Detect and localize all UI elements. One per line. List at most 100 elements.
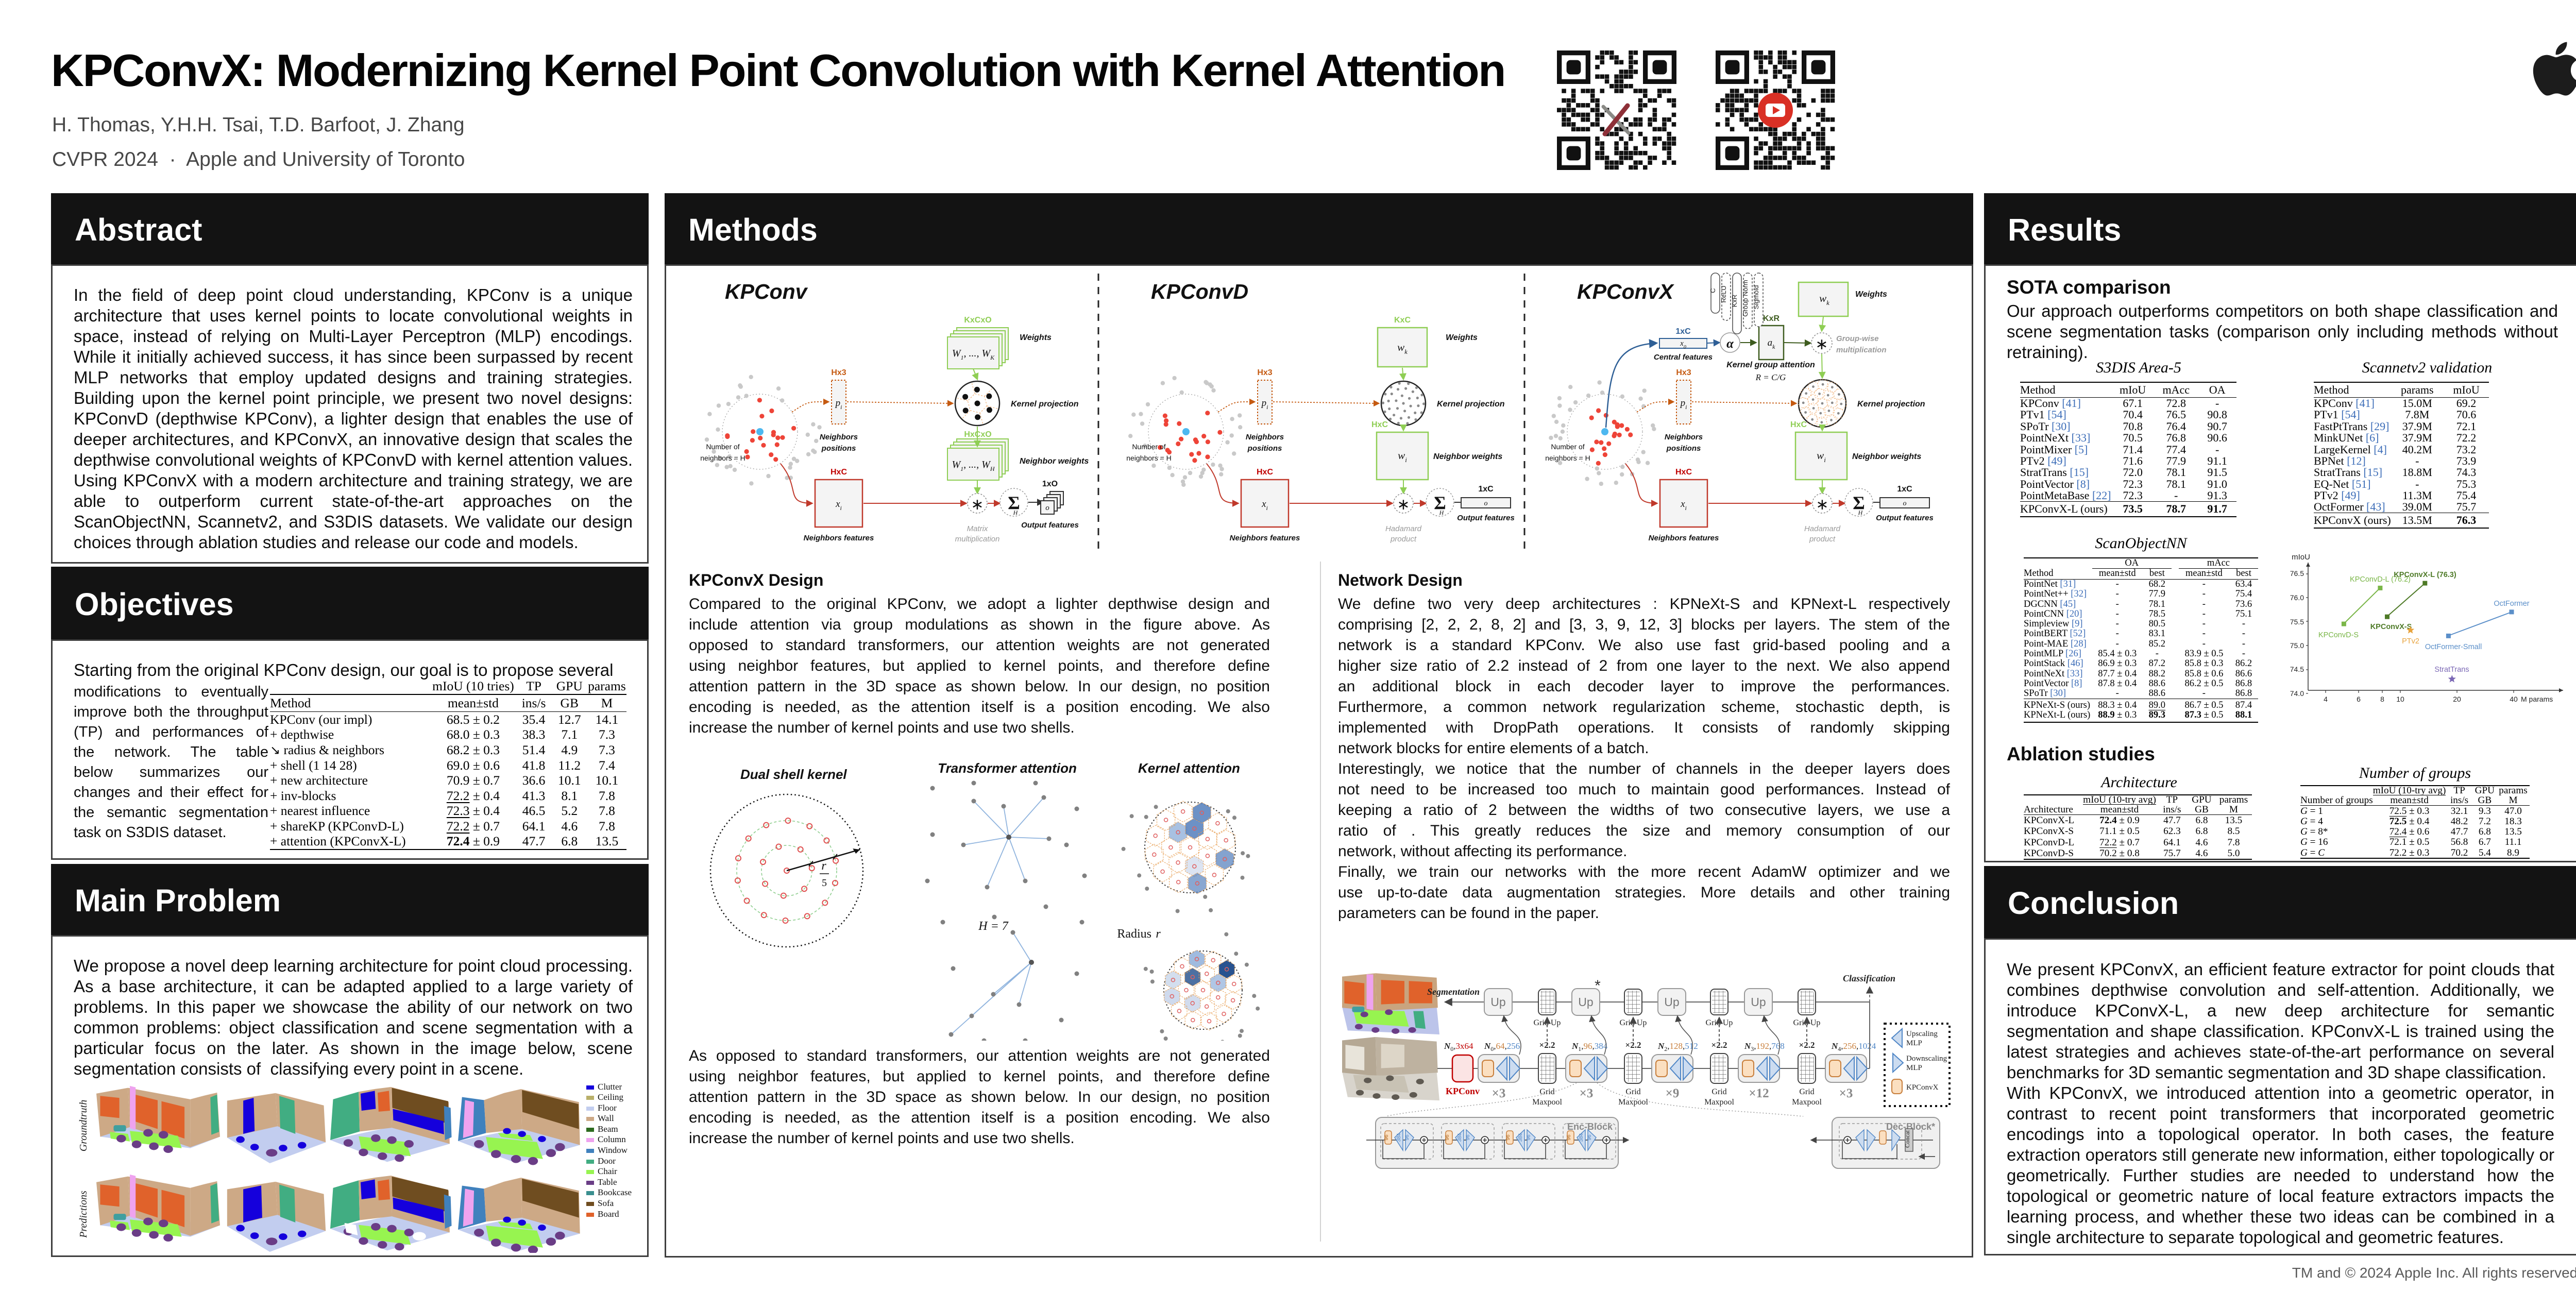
svg-text:Neighbors: Neighbors — [820, 433, 858, 441]
svg-text:HxC: HxC — [1371, 420, 1388, 429]
svg-text:5: 5 — [822, 877, 827, 889]
svg-text:384: 384 — [1518, 1133, 1523, 1142]
svg-text:∗: ∗ — [971, 496, 984, 513]
svg-text:HxC: HxC — [1790, 420, 1807, 429]
svg-text:KPConv: KPConv — [1446, 1086, 1480, 1096]
svg-text:6: 6 — [2357, 695, 2361, 703]
svg-text:N0,64,256: N0,64,256 — [1484, 1041, 1520, 1052]
svg-text:10: 10 — [2396, 695, 2404, 703]
svg-text:Neighbors features: Neighbors features — [1649, 534, 1719, 542]
svg-text:1xO: 1xO — [1042, 480, 1058, 488]
svg-text:×3: ×3 — [1839, 1086, 1853, 1100]
svg-text:Weights: Weights — [1446, 333, 1478, 342]
svg-text:N2,128,512: N2,128,512 — [1657, 1041, 1698, 1052]
svg-text:Enc-Block: Enc-Block — [1567, 1122, 1613, 1132]
svg-text:Output features: Output features — [1876, 514, 1934, 522]
svg-text:OctFormer-Small: OctFormer-Small — [2425, 643, 2482, 651]
svg-text:Dual shell kernel: Dual shell kernel — [740, 767, 847, 782]
svg-text:wi: wi — [1398, 449, 1407, 464]
svg-text:HxC: HxC — [831, 468, 847, 477]
svg-text:N3,192,768: N3,192,768 — [1744, 1041, 1785, 1052]
svg-text:384: 384 — [1579, 1133, 1584, 1142]
svg-text:Hadamard: Hadamard — [1804, 524, 1841, 533]
svg-text:positions: positions — [1247, 444, 1282, 453]
svg-text:96: 96 — [1526, 1134, 1532, 1141]
svg-text:neighbors = H: neighbors = H — [1126, 454, 1172, 462]
svg-text:PTv2: PTv2 — [2402, 637, 2419, 645]
svg-text:pi: pi — [1680, 398, 1687, 411]
svg-text:Up: Up — [1578, 995, 1593, 1009]
svg-text:Column: Column — [598, 1134, 626, 1144]
svg-text:Up: Up — [1664, 995, 1679, 1009]
svg-text:8: 8 — [2380, 695, 2384, 703]
svg-text:Grid: Grid — [1539, 1088, 1554, 1096]
svg-text:Neighbors: Neighbors — [1246, 433, 1284, 441]
svg-text:N1,96,384: N1,96,384 — [1571, 1041, 1608, 1052]
svg-text:Neighbors features: Neighbors features — [1230, 534, 1300, 542]
svg-text:M params: M params — [2521, 695, 2553, 703]
svg-text:Neighbor weights: Neighbor weights — [1433, 452, 1502, 461]
svg-text:r: r — [821, 859, 826, 873]
svg-text:multiplication: multiplication — [1836, 346, 1887, 354]
svg-text:Predictions: Predictions — [78, 1191, 89, 1238]
svg-text:Board: Board — [598, 1209, 619, 1219]
svg-text:R = C/G: R = C/G — [1755, 372, 1786, 382]
svg-text:pi: pi — [1261, 398, 1268, 411]
svg-text:96: 96 — [1566, 1134, 1572, 1141]
svg-text:Neighbors features: Neighbors features — [804, 534, 874, 542]
svg-text:product: product — [1390, 535, 1417, 543]
svg-text:1xC: 1xC — [1675, 327, 1691, 336]
svg-text:Kernel attention: Kernel attention — [1138, 760, 1240, 776]
svg-text:1xC: 1xC — [1897, 485, 1912, 494]
svg-text:o: o — [1484, 500, 1488, 507]
svg-text:StratTrans: StratTrans — [2434, 666, 2469, 674]
svg-text:KPConvD-S: KPConvD-S — [2318, 631, 2359, 639]
svg-text:1xC: 1xC — [1478, 485, 1494, 494]
svg-text:4: 4 — [2324, 695, 2328, 703]
svg-text:N0,3x64: N0,3x64 — [1444, 1041, 1473, 1052]
svg-text:Central features: Central features — [1654, 353, 1713, 362]
svg-text:KPConvX-S: KPConvX-S — [2370, 623, 2412, 631]
svg-text:76.5: 76.5 — [2290, 569, 2304, 577]
svg-text:KxR: KxR — [1763, 314, 1780, 323]
svg-text:W1, ..., WH: W1, ..., WH — [952, 459, 995, 472]
svg-text:H: H — [1013, 509, 1019, 516]
svg-text:o: o — [1045, 504, 1049, 512]
svg-text:Kernel projection: Kernel projection — [1011, 400, 1079, 409]
svg-text:∗: ∗ — [1815, 336, 1828, 353]
svg-text:product: product — [1809, 535, 1836, 543]
svg-text:Bookcase: Bookcase — [598, 1187, 632, 1197]
svg-text:40: 40 — [2510, 695, 2518, 703]
svg-text:o: o — [1903, 500, 1907, 507]
svg-text:Σ: Σ — [1853, 492, 1865, 513]
svg-text:×12: ×12 — [1749, 1086, 1769, 1100]
svg-text:Upscaling: Upscaling — [1906, 1030, 1938, 1038]
svg-text:∗: ∗ — [1816, 496, 1828, 513]
svg-text:75.5: 75.5 — [2290, 618, 2304, 626]
svg-text:KxCxO: KxCxO — [964, 316, 991, 325]
svg-text:H: H — [1858, 509, 1863, 516]
svg-text:r: r — [1156, 927, 1161, 941]
svg-text:Kernel projection: Kernel projection — [1857, 400, 1925, 409]
svg-text:KPConvX: KPConvX — [1577, 280, 1674, 303]
svg-text:*: * — [1595, 977, 1601, 994]
svg-text:Beam: Beam — [598, 1124, 618, 1134]
svg-text:96: 96 — [1384, 1134, 1389, 1141]
svg-text:positions: positions — [821, 444, 856, 453]
svg-text:MLP: MLP — [1906, 1039, 1922, 1047]
svg-text:Dec-Block*: Dec-Block* — [1886, 1122, 1935, 1132]
svg-text:Kernel projection: Kernel projection — [1437, 400, 1505, 409]
svg-text:Output features: Output features — [1021, 521, 1079, 530]
svg-text:Transformer attention: Transformer attention — [938, 760, 1077, 776]
svg-text:HxC: HxC — [1675, 468, 1692, 477]
svg-text:Hx3: Hx3 — [1257, 368, 1272, 377]
svg-text:∗: ∗ — [1397, 496, 1410, 513]
svg-text:Up: Up — [1490, 995, 1505, 1009]
svg-text:KxC: KxC — [1394, 316, 1411, 325]
svg-text:neighbors = H: neighbors = H — [700, 454, 745, 462]
svg-text:KPConvD-L (76.2): KPConvD-L (76.2) — [2350, 575, 2411, 584]
svg-text:74.0: 74.0 — [2290, 689, 2304, 698]
svg-text:Floor: Floor — [598, 1103, 617, 1113]
svg-text:96: 96 — [1404, 1134, 1410, 1141]
svg-text:Weights: Weights — [1020, 333, 1052, 342]
